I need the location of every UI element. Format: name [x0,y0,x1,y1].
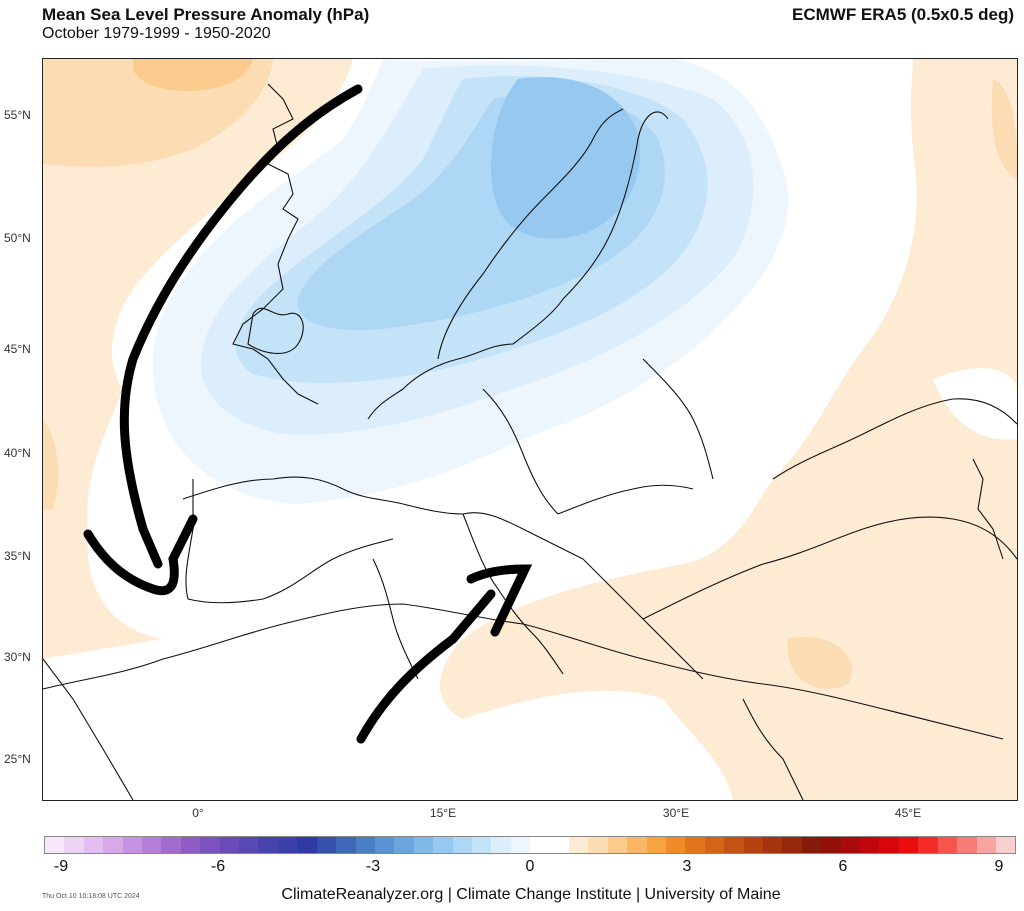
colorbar-swatch [471,837,492,853]
colorbar-tick-minus9: -9 [53,858,69,875]
colorbar-swatch [142,837,162,853]
colorbar-swatch [413,837,434,853]
lon-label-0: 0° [192,806,204,820]
colorbar-swatch [957,837,977,853]
colorbar-swatch [336,837,356,853]
colorbar-swatch [685,837,705,853]
colorbar-swatch [277,837,298,853]
colorbar-swatch [588,837,608,853]
lat-label-45n: 45°N [4,342,31,356]
colorbar-swatch [704,837,725,853]
lat-label-30n: 30°N [4,650,31,664]
colorbar-swatch [918,837,938,853]
map-subtitle: October 1979-1999 - 1950-2020 [42,25,271,42]
data-source-label: ECMWF ERA5 (0.5x0.5 deg) [792,5,1014,24]
colorbar-tick-minus6: -6 [210,858,226,875]
colorbar-swatch [316,837,337,853]
lat-label-35n: 35°N [4,549,31,563]
lon-label-45e: 45°E [894,806,922,820]
colorbar-swatch [200,837,220,853]
positive-anomaly-fields [43,59,1017,800]
map-canvas [43,59,1017,800]
colorbar-swatch [297,837,317,853]
credit-line: ClimateReanalyzer.org | Climate Change I… [281,886,781,903]
colorbar-swatch [122,837,143,853]
colorbar-swatch [937,837,958,853]
colorbar-swatch [491,837,511,853]
colorbar-swatch [879,837,899,853]
lat-label-50n: 50°N [4,231,31,245]
colorbar-swatch [666,837,686,853]
generation-timestamp: Thu Oct 10 10:18:08 UTC 2024 [42,893,140,900]
colorbar-swatch [103,837,123,853]
colorbar-swatch [627,837,647,853]
colorbar-tick-0: 0 [525,858,535,875]
colorbar-swatch [763,837,783,853]
colorbar-swatch [782,837,802,853]
lat-label-55n: 55°N [4,108,31,122]
colorbar-swatch [743,837,764,853]
negative-anomaly-fields [152,59,789,504]
colorbar-swatch [646,837,666,853]
colorbar-swatch [898,837,919,853]
colorbar-swatch [840,837,861,853]
coastlines [43,83,1017,800]
colorbar-tick-minus3: -3 [365,858,381,875]
colorbar-swatch [510,837,531,853]
colorbar-swatch [161,837,181,853]
lat-label-40n: 40°N [4,446,31,460]
lon-label-30e: 30°E [662,806,690,820]
circulation-arrows [83,84,533,744]
colorbar-swatch [860,837,880,853]
colorbar-swatch [394,837,414,853]
colorbar-swatch [219,837,240,853]
lon-label-15e: 15°E [429,806,457,820]
colorbar-swatch [180,837,201,853]
colorbar-swatch [83,837,104,853]
colorbar-tick-6: 6 [838,858,848,875]
colorbar-swatch [976,837,996,853]
colorbar-swatch [821,837,841,853]
colorbar-swatch [239,837,259,853]
colorbar-swatch [45,837,65,853]
lat-label-25n: 25°N [4,752,31,766]
colorbar-tick-3: 3 [682,858,692,875]
colorbar-swatch [258,837,278,853]
colorbar-tick-9: 9 [994,858,1004,875]
colorbar-swatch [64,837,84,853]
colorbar-swatch [607,837,628,853]
colorbar-swatch [801,837,822,853]
colorbar-swatch [724,837,744,853]
colorbar-swatch [549,837,569,853]
colorbar-swatch [433,837,453,853]
anomaly-map [42,58,1018,801]
colorbar-swatch [995,837,1016,853]
colorbar-swatch [530,837,550,853]
map-title: Mean Sea Level Pressure Anomaly (hPa) [42,5,370,24]
colorbar-swatch [355,837,375,853]
colorbar-swatch [568,837,589,853]
colorbar-swatch [374,837,395,853]
color-scale-bar [44,836,1016,854]
colorbar-swatch [452,837,472,853]
